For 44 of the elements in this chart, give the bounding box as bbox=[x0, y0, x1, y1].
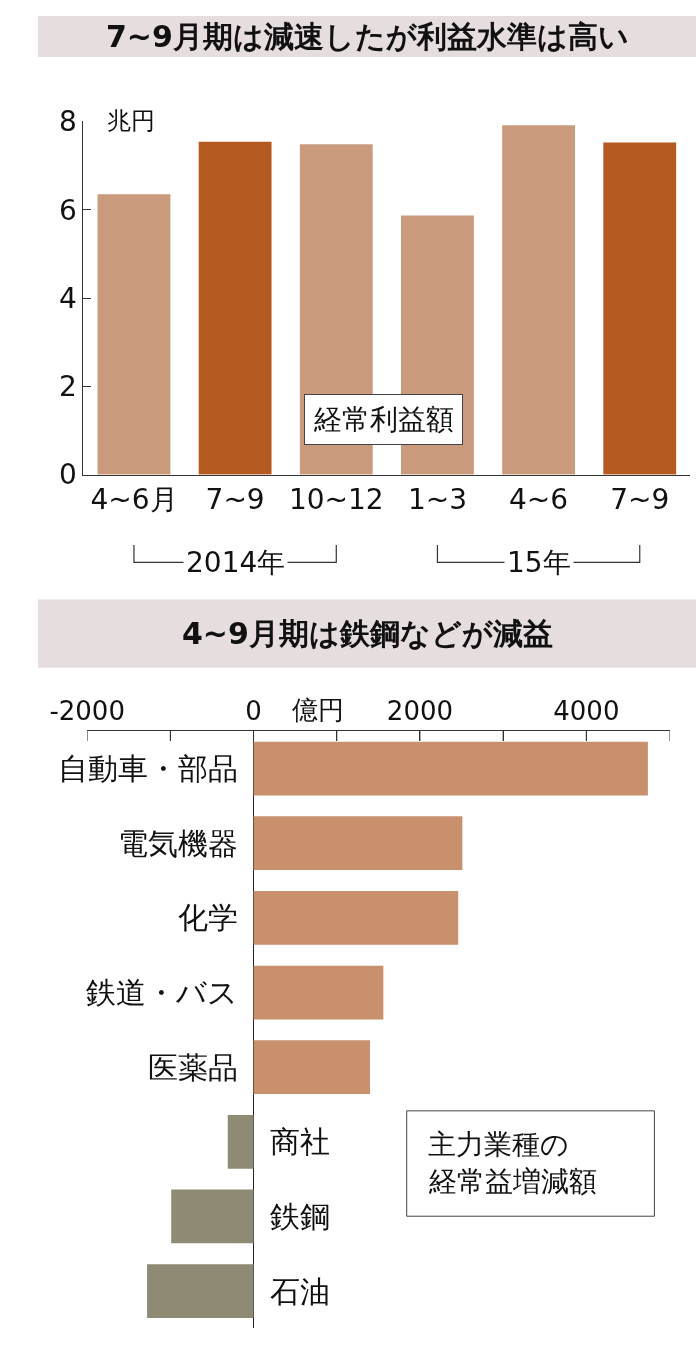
y-tick-label: 4 bbox=[58, 281, 77, 315]
bar bbox=[253, 965, 384, 1020]
bar bbox=[502, 125, 576, 475]
x-axis-title: 億円 bbox=[292, 695, 344, 725]
x-tick-label: 4~6月 bbox=[90, 483, 178, 517]
bar bbox=[97, 194, 171, 475]
annotation: 経常利益額 bbox=[313, 403, 454, 436]
chart-title: 7~9月期は減速したが利益水準は高い bbox=[106, 19, 629, 54]
x-tick-label: 1~3 bbox=[407, 483, 467, 517]
y-tick-label: 鉄道・バス bbox=[86, 975, 238, 1010]
y-tick-label: 医薬品 bbox=[148, 1050, 238, 1085]
bar bbox=[253, 891, 459, 945]
bar bbox=[603, 142, 677, 475]
text: 2014年 bbox=[186, 546, 286, 579]
bar bbox=[253, 741, 648, 796]
x-tick-label: 0 bbox=[245, 695, 262, 726]
y-tick-label: 2 bbox=[58, 370, 77, 404]
bar bbox=[227, 1114, 254, 1169]
bar bbox=[253, 816, 463, 871]
bar bbox=[198, 141, 272, 475]
y-tick-label: 商社 bbox=[270, 1124, 330, 1159]
y-tick-label: 化学 bbox=[178, 900, 238, 935]
x-tick-label: -2000 bbox=[49, 695, 125, 726]
y-tick-label: 石油 bbox=[270, 1274, 330, 1309]
y-tick-label: 8 bbox=[58, 105, 77, 139]
x-tick-label: 4~6 bbox=[509, 483, 569, 517]
bar bbox=[253, 1040, 371, 1095]
bar bbox=[171, 1189, 254, 1244]
x-tick-label: 7~9 bbox=[610, 483, 670, 517]
x-tick-label: 7~9 bbox=[205, 483, 265, 517]
annotation: 主力業種の bbox=[428, 1128, 569, 1161]
x-tick-label: 2000 bbox=[386, 695, 454, 726]
y-tick-label: 自動車・部品 bbox=[58, 751, 238, 786]
annotation: 経常益増減額 bbox=[428, 1165, 597, 1198]
text: 15年 bbox=[507, 546, 571, 579]
y-axis-title: 兆円 bbox=[107, 107, 155, 135]
y-tick-label: 0 bbox=[58, 458, 77, 492]
x-tick-label: 4000 bbox=[553, 695, 620, 726]
x-tick-label: 10~12 bbox=[288, 483, 384, 517]
chart-title: 4~9月期は鉄鋼などが減益 bbox=[182, 616, 553, 651]
bar bbox=[147, 1264, 254, 1318]
y-tick-label: 6 bbox=[58, 193, 77, 227]
y-tick-label: 電気機器 bbox=[118, 826, 238, 861]
y-tick-label: 鉄鋼 bbox=[270, 1199, 330, 1234]
